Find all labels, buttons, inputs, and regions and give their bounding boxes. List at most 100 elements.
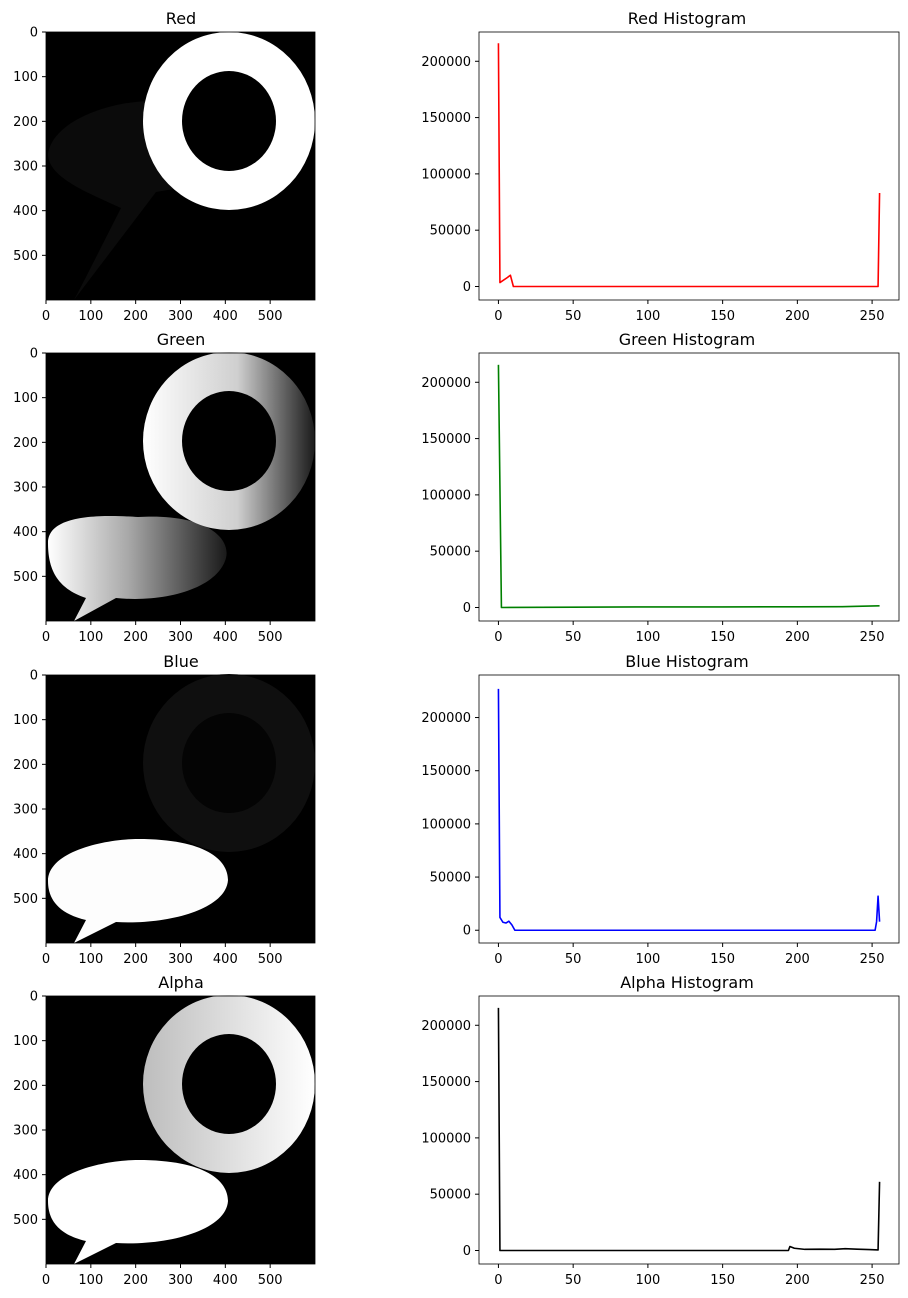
y-tick-label: 0 [463,280,471,295]
panel-title: Alpha Histogram [620,973,754,992]
x-tick-label: 0 [42,630,50,645]
y-tick-label: 0 [30,669,38,684]
y-tick-label: 0 [30,990,38,1005]
alpha-channel-image [46,995,315,1264]
x-tick-label: 150 [710,309,735,324]
x-tick-label: 300 [168,630,193,645]
x-tick-label: 100 [78,952,103,967]
x-tick-label: 150 [710,952,735,967]
y-tick-label: 50000 [430,1188,471,1203]
x-tick-label: 50 [565,309,582,324]
y-tick-label: 150000 [421,1075,471,1090]
panel-title: Red [166,9,196,28]
panel-title: Blue [163,652,198,671]
alpha-image-axes: 0 100 200 300 400 500 0 100 200 300 400 500 [13,990,316,1288]
y-tick-label: 300 [13,803,38,818]
y-tick-label: 400 [13,847,38,862]
panel-title: Blue Histogram [625,652,749,671]
x-tick-label: 200 [785,952,810,967]
red-channel-image [46,32,315,300]
x-tick-label: 200 [785,630,810,645]
y-tick-label: 0 [463,1244,471,1259]
x-tick-label: 250 [860,309,885,324]
x-tick-label: 200 [785,309,810,324]
green-channel-image [46,352,315,621]
y-tick-label: 400 [13,525,38,540]
blue-image-axes: 0 100 200 300 400 500 0 100 200 300 400 500 [13,669,316,967]
panel-title: Green [157,330,205,349]
x-tick-label: 400 [213,309,238,324]
x-tick-label: 300 [168,952,193,967]
y-tick-label: 300 [13,481,38,496]
x-tick-label: 100 [635,1273,660,1288]
y-tick-label: 400 [13,1168,38,1183]
panel-title: Green Histogram [619,330,756,349]
red-image-axes: 0 100 200 300 400 500 0 100 200 300 400 500 [13,26,316,324]
y-tick-label: 100000 [421,167,471,182]
x-tick-label: 200 [123,952,148,967]
x-tick-label: 500 [258,952,283,967]
x-tick-label: 400 [213,1273,238,1288]
x-tick-label: 0 [42,309,50,324]
y-tick-label: 150000 [421,111,471,126]
x-tick-label: 100 [78,309,103,324]
green-image-axes: 0 100 200 300 400 500 0 100 200 300 400 500 [13,347,316,645]
y-tick-label: 500 [13,570,38,585]
histogram-line [497,43,881,288]
y-tick-label: 100 [13,391,38,406]
y-tick-label: 50000 [430,871,471,886]
x-tick-label: 250 [860,1273,885,1288]
x-tick-label: 200 [785,1273,810,1288]
blue-channel-image [46,674,315,943]
y-tick-label: 150000 [421,764,471,779]
alpha-histogram-plot: 0 50 100 150 200 250 0 50000 100000 150000 200000 [421,995,900,1288]
red-histogram-plot: 0 50 100 150 200 250 0 50000 100000 150000 200000 [421,31,900,324]
x-tick-label: 100 [635,630,660,645]
y-tick-label: 200 [13,1079,38,1094]
x-tick-label: 100 [635,309,660,324]
histogram-line [497,688,881,932]
x-tick-label: 0 [42,1273,50,1288]
x-tick-label: 0 [494,952,502,967]
y-tick-label: 0 [463,924,471,939]
x-tick-label: 500 [258,1273,283,1288]
x-tick-label: 0 [494,630,502,645]
x-tick-label: 150 [710,1273,735,1288]
y-tick-label: 100 [13,713,38,728]
y-tick-label: 500 [13,1213,38,1228]
x-tick-label: 400 [213,630,238,645]
x-tick-label: 200 [123,309,148,324]
blue-histogram-plot: 0 50 100 150 200 250 0 50000 100000 150000 200000 [421,674,900,967]
plot-frame [478,31,900,301]
y-tick-label: 100000 [421,1131,471,1146]
panel-title: Red Histogram [628,9,746,28]
x-tick-label: 50 [565,1273,582,1288]
x-tick-label: 200 [123,1273,148,1288]
y-tick-label: 400 [13,204,38,219]
x-tick-label: 250 [860,630,885,645]
x-tick-label: 300 [168,1273,193,1288]
x-tick-label: 100 [635,952,660,967]
plot-frame [478,674,900,944]
y-tick-label: 500 [13,892,38,907]
y-tick-label: 200 [13,436,38,451]
y-tick-label: 100 [13,1034,38,1049]
y-tick-label: 300 [13,1124,38,1139]
x-tick-label: 100 [78,630,103,645]
x-tick-label: 50 [565,952,582,967]
plot-frame [478,995,900,1265]
y-tick-label: 300 [13,160,38,175]
y-tick-label: 200000 [421,376,471,391]
y-tick-label: 200 [13,115,38,130]
x-tick-label: 0 [494,309,502,324]
y-tick-label: 0 [463,601,471,616]
y-tick-label: 200000 [421,55,471,70]
y-tick-label: 200000 [421,711,471,726]
x-tick-label: 250 [860,952,885,967]
y-tick-label: 50000 [430,224,471,239]
y-tick-label: 100000 [421,817,471,832]
x-tick-label: 150 [710,630,735,645]
x-tick-label: 300 [168,309,193,324]
panel-title: Alpha [158,973,204,992]
